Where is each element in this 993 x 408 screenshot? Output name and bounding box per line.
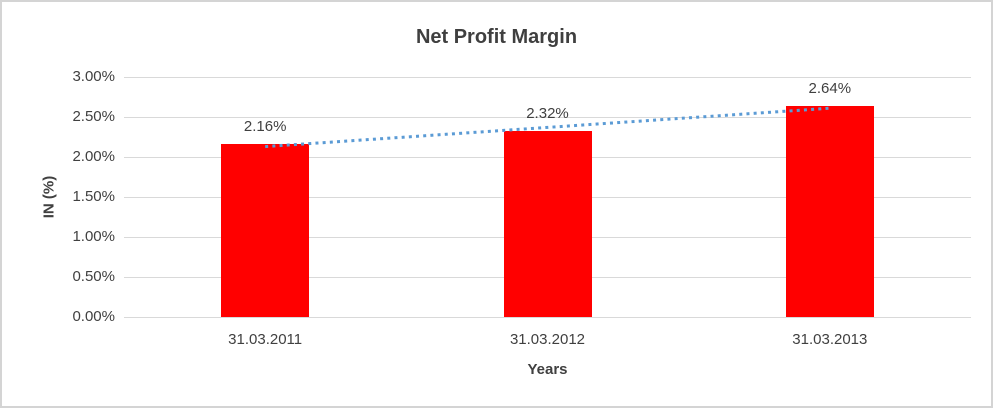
y-tick-label: 0.50% bbox=[72, 268, 115, 285]
bar bbox=[785, 105, 874, 317]
chart-title: Net Profit Margin bbox=[415, 26, 578, 48]
bar-value-label: 2.64% bbox=[808, 79, 852, 97]
trendline bbox=[265, 106, 830, 149]
bar bbox=[503, 131, 592, 317]
gridline bbox=[124, 117, 971, 118]
bar bbox=[221, 144, 310, 317]
x-tick-label: 31.03.2011 bbox=[228, 331, 303, 348]
plot-area: 2.16% 2.32% 2.64% bbox=[124, 77, 971, 318]
bar-value-label: 2.16% bbox=[243, 118, 287, 136]
x-tick-label: 31.03.2013 bbox=[792, 331, 868, 348]
bar-value-label: 2.32% bbox=[526, 105, 569, 123]
y-tick-label: 2.50% bbox=[72, 108, 115, 125]
x-tick-label: 31.03.2012 bbox=[509, 331, 586, 348]
x-axis-title: Years bbox=[527, 361, 568, 378]
y-tick-label: 3.00% bbox=[72, 68, 115, 85]
y-tick-label: 1.00% bbox=[72, 228, 115, 245]
gridline bbox=[124, 317, 971, 318]
y-tick-label: 1.50% bbox=[72, 188, 115, 205]
y-tick-label: 0.00% bbox=[72, 308, 115, 325]
y-tick-label: 2.00% bbox=[72, 148, 115, 165]
gridline bbox=[124, 77, 971, 78]
